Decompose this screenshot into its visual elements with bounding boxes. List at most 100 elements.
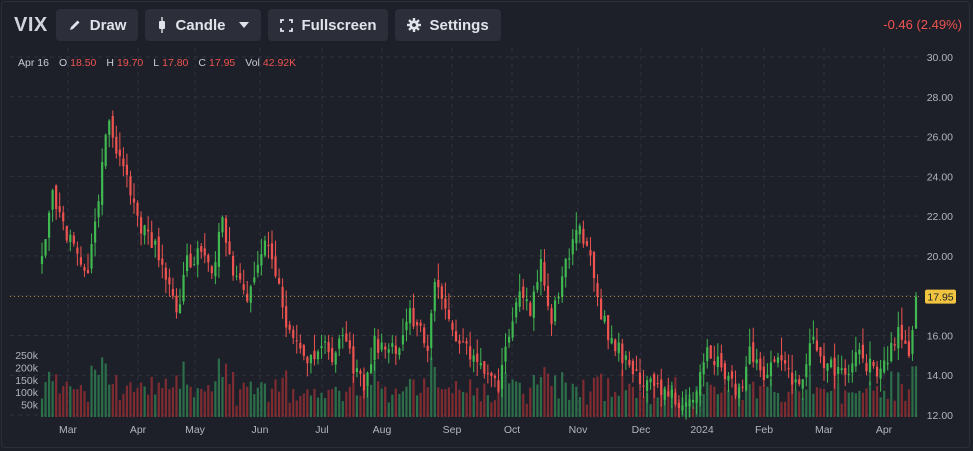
candle — [285, 290, 288, 338]
candle-body — [745, 366, 748, 391]
volume-bar — [631, 386, 635, 417]
candle — [447, 293, 451, 322]
candle — [338, 334, 341, 357]
candle — [897, 311, 900, 361]
candle — [522, 278, 525, 310]
candle-body — [808, 343, 811, 366]
volume-bar — [97, 374, 100, 417]
candle — [748, 328, 751, 365]
candle-body — [338, 338, 341, 349]
candle-body — [384, 346, 387, 350]
candle — [479, 348, 482, 370]
candle-body — [242, 284, 245, 290]
candle — [313, 334, 316, 366]
candle — [561, 266, 564, 303]
price-tick-label: 12.00 — [927, 410, 953, 422]
candle — [104, 133, 107, 170]
candle-body — [865, 362, 868, 372]
candle — [224, 215, 228, 257]
candle-body — [189, 253, 192, 268]
candle — [97, 194, 100, 228]
candle-body — [893, 344, 896, 346]
volume-bar — [868, 381, 872, 417]
time-tick-label: Aug — [373, 424, 392, 436]
candle-body — [426, 345, 429, 351]
candle-body — [260, 254, 263, 266]
volume-bar — [621, 370, 624, 417]
candle-body — [76, 247, 79, 254]
candle-body — [323, 341, 327, 343]
legend-low: L 17.80 — [153, 57, 188, 69]
candle-body — [355, 368, 359, 373]
candle — [246, 280, 249, 304]
candle — [865, 354, 868, 376]
candle — [235, 265, 238, 281]
candle — [826, 362, 829, 383]
candle — [539, 249, 543, 296]
volume-tick-label: 100k — [15, 387, 39, 399]
candle-body — [178, 304, 182, 314]
volume-bar — [759, 385, 762, 417]
candle — [157, 227, 160, 268]
volume-bar — [585, 404, 589, 417]
candle-body — [331, 348, 334, 362]
candle — [203, 233, 206, 264]
volume-bar — [111, 383, 114, 417]
volume-bar — [822, 388, 826, 417]
volume-bar — [617, 395, 620, 417]
candle — [270, 230, 274, 269]
candle — [755, 348, 758, 371]
candle — [543, 249, 546, 291]
volume-bar — [129, 382, 132, 417]
volume-bar — [256, 387, 259, 417]
volume-bar — [851, 392, 854, 417]
volume-bar — [525, 403, 528, 417]
fullscreen-button[interactable]: Fullscreen — [268, 9, 389, 41]
candle-body — [642, 385, 645, 387]
candle-body — [139, 217, 143, 234]
settings-button[interactable]: Settings — [395, 9, 501, 41]
volume-bar — [656, 397, 659, 417]
volume-bar — [168, 389, 171, 417]
candle — [684, 394, 688, 420]
candle — [858, 342, 861, 365]
chart-type-dropdown[interactable]: Candle — [145, 9, 262, 41]
draw-button[interactable]: Draw — [55, 9, 139, 41]
candle-body — [125, 164, 129, 175]
candle-body — [868, 358, 872, 373]
candle — [281, 278, 284, 319]
candle — [798, 374, 801, 387]
candle — [730, 365, 734, 388]
price-tick-label: 30.00 — [927, 52, 953, 64]
volume-bar — [890, 371, 893, 417]
candle-button-label: Candle — [175, 16, 226, 34]
candle — [723, 360, 727, 385]
volume-bar — [794, 389, 797, 417]
volume-bar — [883, 390, 886, 417]
volume-bar — [833, 376, 836, 417]
candle — [691, 392, 695, 409]
volume-bar — [285, 370, 288, 417]
candle — [911, 325, 914, 361]
volume-bar — [507, 383, 511, 417]
candle-body — [239, 273, 242, 280]
candle-body — [649, 378, 652, 383]
candle — [62, 205, 65, 231]
candle-body — [40, 256, 44, 264]
volume-bar — [377, 381, 380, 417]
candle — [277, 268, 281, 285]
candle-body — [748, 346, 751, 364]
time-tick-label: Apr — [130, 424, 147, 436]
volume-bar — [653, 387, 656, 417]
legend-high-value: 19.70 — [116, 57, 144, 69]
ohlc-legend: Apr 16 O 18.50 H 19.70 L 17.80 C 17.95 Vol 42… — [18, 57, 296, 69]
volume-bar — [511, 379, 514, 417]
candle-body — [550, 308, 553, 325]
candle-body — [224, 218, 228, 243]
candle — [783, 351, 787, 372]
candle-body — [394, 345, 397, 354]
candle — [384, 342, 387, 359]
candle-body — [147, 229, 150, 232]
candle-body — [759, 358, 762, 371]
